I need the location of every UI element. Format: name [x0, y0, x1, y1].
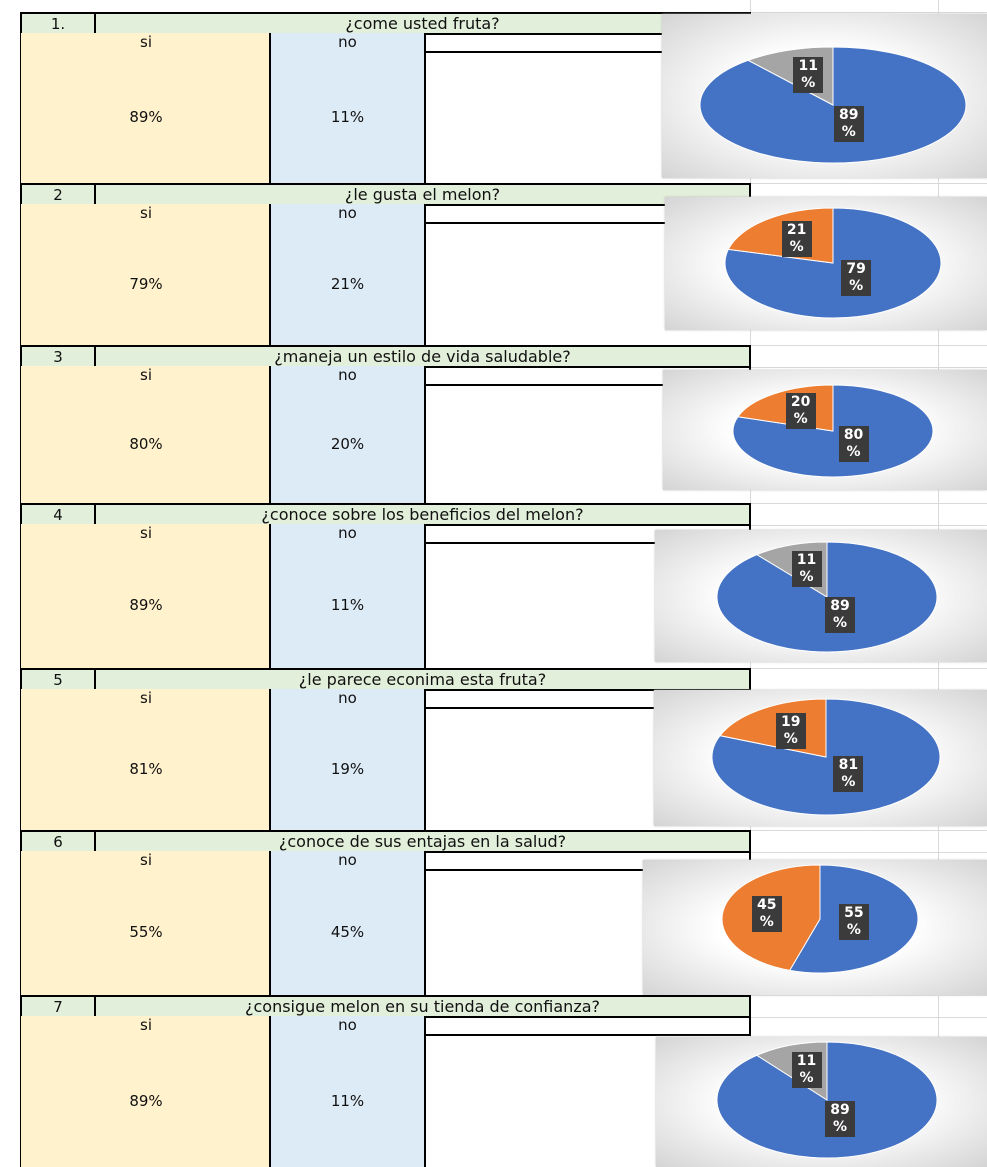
value-cell: 45% [269, 869, 426, 995]
data-label: 20 % [785, 392, 816, 429]
row-line [750, 503, 987, 504]
row-line [750, 852, 987, 853]
data-label: 11 % [791, 1051, 822, 1088]
value-cell: 81% [20, 707, 271, 830]
value-cell: 11% [269, 1034, 426, 1167]
row-line [750, 830, 987, 831]
data-label: 11 % [791, 550, 822, 587]
data-label: 21 % [781, 221, 812, 258]
data-label: 19 % [775, 712, 806, 749]
value-cell: 11% [269, 542, 426, 668]
row-line [750, 668, 987, 669]
row-line [750, 12, 987, 13]
value-cell: 89% [20, 542, 271, 668]
pie-slice [724, 207, 942, 319]
value-cell: 89% [20, 51, 271, 183]
row-line [750, 367, 987, 368]
data-label: 89 % [825, 1101, 856, 1138]
value-cell: 89% [20, 1034, 271, 1167]
value-cell: 55% [20, 869, 271, 995]
data-label: 81 % [833, 755, 864, 792]
value-cell: 11% [269, 51, 426, 183]
row-line [750, 345, 987, 346]
row-line [750, 525, 987, 526]
data-label: 45 % [751, 896, 782, 933]
data-label: 55 % [838, 903, 869, 940]
data-label: 89 % [833, 106, 864, 143]
empty-cell [424, 1016, 751, 1036]
data-label: 80 % [838, 426, 869, 463]
value-cell: 79% [20, 222, 271, 345]
data-label: 79 % [841, 260, 872, 297]
question-cell: ¿conoce sobre los beneficios del melon? [94, 503, 751, 526]
row-line [750, 1017, 987, 1018]
value-cell: 80% [20, 384, 271, 503]
row-line [750, 183, 987, 184]
value-cell: 21% [269, 222, 426, 345]
data-label: 11 % [793, 56, 824, 93]
pie-slice [711, 698, 941, 816]
value-cell: 19% [269, 707, 426, 830]
row-line [750, 995, 987, 996]
value-cell: 20% [269, 384, 426, 503]
data-label: 89 % [825, 597, 856, 634]
